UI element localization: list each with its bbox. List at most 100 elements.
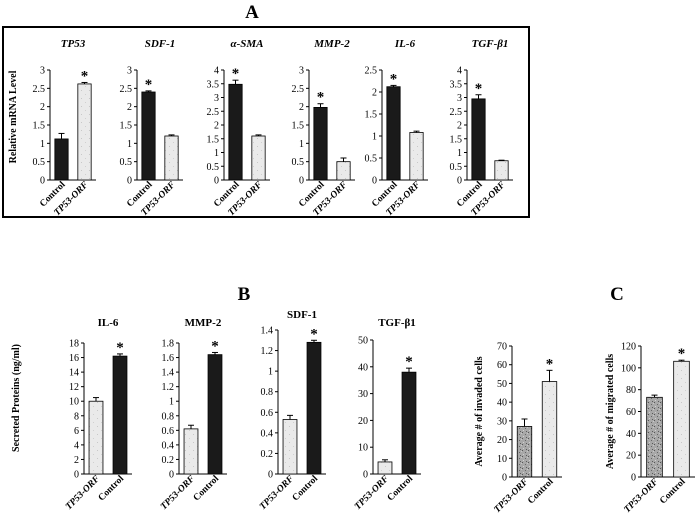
panel-a-chart-6-tick-label: 0 (457, 176, 462, 187)
panel-b-chart-3-category-label: Control (291, 474, 321, 504)
panel-b-chart-3-tick-label: 1.2 (261, 346, 274, 357)
panel-a-chart-2-tick-label: 0.5 (120, 157, 133, 168)
panel-b-chart-2-bar-2 (207, 354, 223, 475)
subplot-b-4: TGF-β1 0 10 20 30 40 50 TP53-ORF * Control (353, 317, 421, 512)
panel-b-chart-4-bar-2 (401, 371, 417, 475)
panel-b-chart-3-tick-label: 0.2 (261, 449, 274, 460)
panel-b-chart-1-significance: * (116, 340, 124, 356)
panel-a-chart-2-bar-1 (141, 91, 156, 181)
panel-c-chart-1-tick-label: 70 (497, 342, 507, 353)
panel-b-chart-4-title: TGF-β1 (378, 317, 416, 329)
panel-b-chart-3-tick-label: 1.4 (261, 326, 274, 337)
panel-a-chart-1-tick-label: 2 (40, 102, 45, 113)
panel-a-chart-3-tick-label: 0.5 (207, 162, 220, 173)
panel-c-chart-1-tick-label: 60 (497, 360, 507, 371)
panel-c-chart-2-tick-label: 0 (631, 473, 636, 484)
panel-b-chart-1-category-label: TP53-ORF (64, 474, 103, 513)
panel-b-chart-2-tick-label: 0.8 (162, 411, 175, 422)
panel-label-c: C (610, 284, 624, 305)
subplot-c-1: Average # of invaded cells 0 10 20 30 40 50 60 7… (474, 342, 562, 515)
panel-a-chart-2-bar-2 (164, 135, 179, 181)
panel-b-chart-4-tick-label: 0 (363, 470, 368, 481)
panel-c-chart-2-tick-label: 120 (621, 342, 636, 353)
panel-a-chart-3-bar-1 (228, 83, 243, 181)
panel-c-chart-2-tick-label: 80 (626, 385, 636, 396)
panel-a-chart-6-tick-label: 3.5 (450, 79, 463, 90)
panel-b-chart-4-category-label: Control (386, 474, 416, 504)
panel-a-chart-3-tick-label: 2 (214, 121, 219, 132)
panel-a-chart-6-tick-label: 3 (457, 93, 462, 104)
panel-a-chart-1-tick-label: 0.5 (33, 157, 46, 168)
panel-a-chart-2-title: SDF-1 (145, 38, 176, 50)
panel-b-chart-2-tick-label: 0 (169, 470, 174, 481)
panel-b-chart-2-tick-label: 1.6 (162, 353, 175, 364)
panel-a-chart-1-tick-label: 1.5 (33, 121, 46, 132)
panel-label-a: A (245, 2, 259, 23)
panel-a-chart-1-tick-label: 2.5 (33, 84, 46, 95)
panel-c-chart-1-tick-label: 50 (497, 379, 507, 390)
panel-a-chart-5-tick-label: 0 (372, 176, 377, 187)
panel-a-chart-6-tick-label: 0.5 (450, 162, 463, 173)
panel-a-chart-4-significance: * (317, 90, 325, 106)
panel-a-chart-4-tick-label: 0.5 (292, 157, 305, 168)
panel-b-chart-3-title: SDF-1 (287, 309, 317, 321)
panel-a-chart-2-significance: * (145, 77, 153, 93)
panel-c-chart-1-significance: * (546, 356, 554, 372)
panel-a-chart-6-tick-label: 1.5 (450, 134, 463, 145)
panel-c-chart-1-tick-label: 20 (497, 435, 507, 446)
panel-c-chart-2-category-label: TP53-ORF (623, 477, 662, 516)
panel-a-chart-3-bar-2 (251, 135, 266, 181)
panel-c-chart-1-tick-label: 10 (497, 454, 507, 465)
subplot-b-1: IL-6 0 2 4 6 8 10 12 14 16 18 TP53-ORF * Control (64, 317, 132, 512)
panel-b-chart-3-bar-2 (306, 341, 322, 475)
panel-a-chart-5-bar-1 (386, 86, 401, 181)
panel-a-chart-5-tick-label: 2 (372, 88, 377, 99)
panel-b-chart-4-tick-label: 10 (358, 443, 368, 454)
panel-a-chart-2-tick-label: 2.5 (120, 84, 133, 95)
panel-c-chart-2-significance: * (678, 346, 686, 362)
panel-c-chart-2-tick-label: 40 (626, 429, 636, 440)
subplot-b-2: MMP-2 0 0.2 0.4 0.6 0.8 1 1.2 1.4 1.6 1.8 TP53-ORF *… (159, 317, 227, 512)
panel-a-chart-4-tick-label: 2 (299, 102, 304, 113)
panel-a-chart-4-tick-label: 1.5 (292, 121, 305, 132)
panel-b-chart-2-tick-label: 0.2 (162, 455, 175, 466)
panel-a-chart-6-tick-label: 1 (457, 148, 462, 159)
panel-a-chart-3-tick-label: 3.5 (207, 79, 220, 90)
panel-a-chart-1-tick-label: 0 (40, 176, 45, 187)
panel-c-chart-2-tick-label: 20 (626, 451, 636, 462)
panel-a-chart-3-tick-label: 3 (214, 93, 219, 104)
panel-c-chart-1-tick-label: 30 (497, 416, 507, 427)
panel-a-chart-4-bar-1 (313, 107, 328, 181)
panel-b-chart-1-tick-label: 4 (74, 440, 79, 451)
panel-b-chart-2-bar-1 (183, 428, 199, 475)
panel-a-chart-2-tick-label: 1 (127, 139, 132, 150)
panel-a-chart-6-bar-2 (494, 160, 509, 181)
panel-b-chart-1-category-label: Control (97, 474, 127, 504)
panel-c-chart-1-ylabel: Average # of invaded cells (474, 356, 485, 466)
panel-c-chart-1-bar-1 (516, 426, 533, 478)
panel-b-chart-1-tick-label: 12 (69, 382, 79, 393)
panel-a-chart-2-tick-label: 2 (127, 102, 132, 113)
panel-a-chart-3-tick-label: 2.5 (207, 107, 220, 118)
panel-c-chart-2-tick-label: 60 (626, 407, 636, 418)
panel-b-chart-1-tick-label: 18 (69, 339, 79, 350)
panel-b-chart-2-tick-label: 1.8 (162, 339, 175, 350)
panel-c-chart-2-bar-2 (673, 360, 690, 478)
panel-a-chart-6-title: TGF-β1 (472, 38, 509, 50)
panel-b-chart-3-bar-1 (282, 419, 298, 475)
panel-a-chart-1-significance: * (81, 68, 89, 84)
panel-a-ylabel: Relative mRNA Level (8, 70, 19, 163)
panel-c-chart-1-bar-2 (541, 381, 558, 478)
panel-c-chart-1-category-label: Control (526, 477, 556, 507)
panel-a-chart-5-title: IL-6 (394, 38, 416, 50)
panel-b-chart-1-tick-label: 16 (69, 353, 79, 364)
panel-a-chart-2-tick-label: 0 (127, 176, 132, 187)
panel-b-chart-1-bar-1 (88, 400, 104, 475)
panel-a-chart-2-tick-label: 1.5 (120, 121, 133, 132)
panel-b-chart-1-tick-label: 2 (74, 455, 79, 466)
panel-a-chart-4-bar-2 (336, 161, 351, 181)
